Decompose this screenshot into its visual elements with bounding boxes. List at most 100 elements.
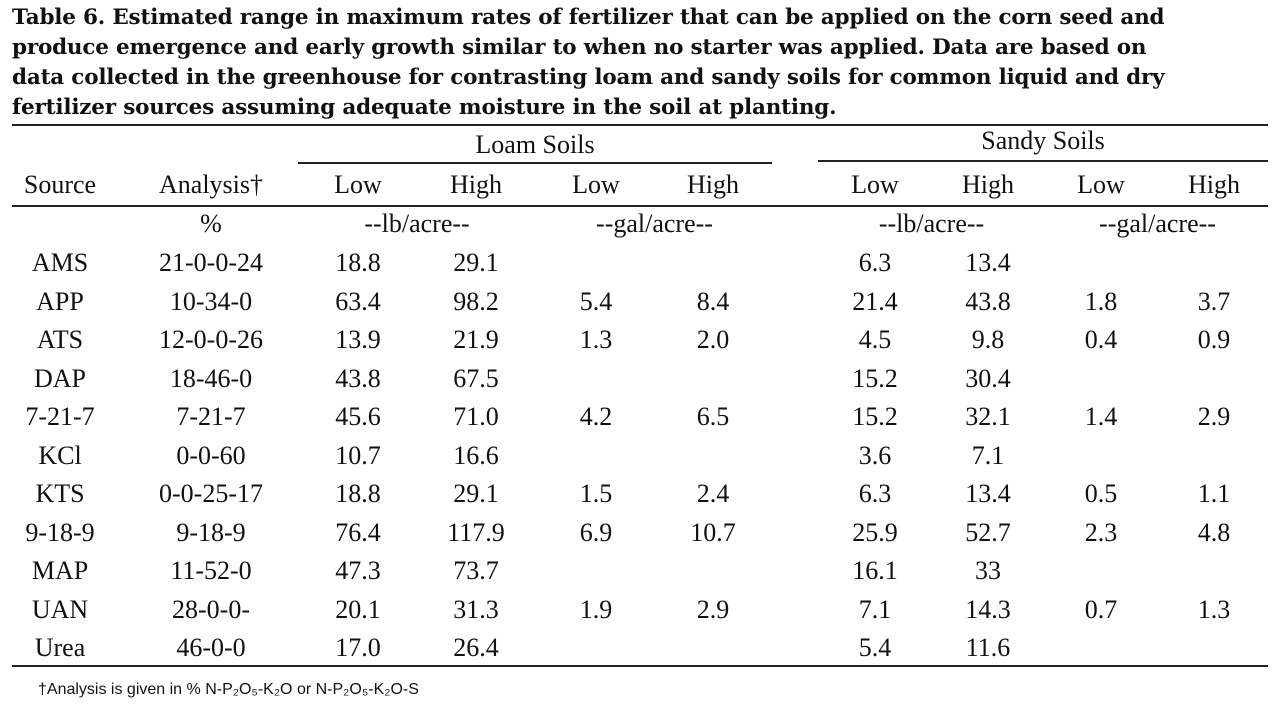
table-cell: 15.2 — [852, 363, 898, 393]
table-cell: 52.7 — [965, 517, 1011, 547]
table-cell: 73.7 — [453, 556, 499, 585]
table-cell: 18-46-0 — [169, 363, 253, 393]
table-cell: 6.3 — [858, 479, 892, 508]
unit-label: % — [200, 209, 222, 238]
column-header: Low — [851, 170, 899, 199]
table-cell: 2.0 — [696, 325, 730, 354]
table-cell: 1.9 — [579, 594, 613, 624]
table-cell: 13.4 — [965, 479, 1011, 508]
table-cell: 7-21-7 — [25, 402, 95, 431]
table-cell: APP — [36, 286, 84, 316]
table-cell: 67.5 — [453, 363, 499, 393]
table-cell: 33 — [975, 556, 1001, 585]
unit-label: --gal/acre-- — [596, 209, 713, 238]
table-cell: DAP — [33, 363, 87, 393]
table-cell: 43.8 — [965, 286, 1011, 316]
table-cell: 17.0 — [335, 633, 381, 662]
column-header: Low — [334, 170, 382, 199]
table-cell: 43.8 — [335, 363, 381, 393]
caption-line: Table 6. Estimated range in maximum rate… — [12, 5, 1165, 30]
column-header: Source — [23, 170, 97, 199]
table-cell: 9-18-9 — [25, 517, 95, 547]
column-header: Low — [1077, 170, 1125, 199]
table-cell: 9-18-9 — [176, 517, 246, 547]
column-header: High — [962, 170, 1014, 199]
table-cell: 21.9 — [453, 325, 499, 354]
table-cell: 0-0-25-17 — [159, 479, 263, 508]
table-cell: 7.1 — [971, 440, 1005, 470]
unit-label: --lb/acre-- — [364, 209, 470, 238]
footnote: †Analysis is given in % N-P₂O₅-K₂O or N-… — [38, 681, 419, 698]
table-cell: 14.3 — [965, 594, 1011, 624]
sandy-group-rule — [818, 160, 1268, 162]
table-cell: 16.6 — [453, 440, 499, 470]
table-cell: 26.4 — [453, 633, 499, 662]
table-cell: 1.4 — [1084, 402, 1118, 431]
table-cell: 13.9 — [335, 325, 381, 354]
table-cell: KTS — [35, 479, 85, 508]
table-cell: 2.9 — [1197, 402, 1231, 431]
table-cell: 2.9 — [696, 594, 730, 624]
table-cell: KCl — [38, 440, 82, 470]
column-header: Analysis† — [159, 170, 263, 199]
table-cell: 0.5 — [1084, 479, 1118, 508]
table-cell: 18.8 — [335, 479, 381, 508]
table-cell: 1.3 — [1197, 594, 1231, 624]
table-cell: 4.8 — [1197, 517, 1231, 547]
table-cell: 0.9 — [1197, 325, 1231, 354]
table-cell: MAP — [31, 556, 89, 585]
table-cell: 20.1 — [335, 594, 381, 624]
table-cell: 29.1 — [453, 248, 499, 277]
table-cell: 16.1 — [852, 556, 898, 585]
table-cell: 7.1 — [858, 594, 892, 624]
unit-label: --gal/acre-- — [1099, 209, 1216, 238]
caption-line: fertilizer sources assuming adequate moi… — [12, 95, 837, 120]
table-cell: 6.9 — [579, 517, 613, 547]
table-cell: 7-21-7 — [176, 402, 246, 431]
table-cell: 1.5 — [579, 479, 613, 508]
table-cell: UAN — [31, 594, 89, 624]
table-cell: 2.3 — [1084, 517, 1118, 547]
table-cell: 47.3 — [335, 556, 381, 585]
table-cell: ATS — [36, 325, 84, 354]
table-bottom-rule — [12, 665, 1268, 667]
table-cell: 4.2 — [579, 402, 613, 431]
table-cell: 3.7 — [1197, 286, 1231, 316]
unit-label: --lb/acre-- — [878, 209, 985, 238]
table-cell: 46-0-0 — [176, 633, 246, 662]
table-cell: 5.4 — [579, 286, 613, 316]
caption-line: produce emergence and early growth simil… — [12, 35, 1147, 60]
column-header: Low — [572, 170, 620, 199]
table-cell: 21.4 — [852, 286, 898, 316]
table-cell: 8.4 — [696, 286, 730, 316]
table-cell: AMS — [31, 248, 89, 277]
table-cell: 10.7 — [335, 440, 381, 470]
table-cell: 117.9 — [447, 517, 505, 547]
column-header: High — [450, 170, 502, 199]
table-cell: 0.4 — [1084, 325, 1118, 354]
table-top-rule — [12, 124, 1268, 126]
table-cell: 13.4 — [965, 248, 1011, 277]
table-cell: 2.4 — [696, 479, 730, 508]
loam-group-rule — [298, 162, 772, 164]
column-header: High — [687, 170, 739, 199]
table-cell: 18.8 — [335, 248, 381, 277]
table-cell: Urea — [34, 633, 86, 662]
table-cell: 32.1 — [965, 402, 1011, 431]
table-cell: 10-34-0 — [169, 286, 253, 316]
table-cell: 21-0-0-24 — [159, 248, 263, 277]
table-cell: 28-0-0- — [172, 594, 250, 624]
table-cell: 12-0-0-26 — [159, 325, 263, 354]
table-cell: 11-52-0 — [170, 556, 252, 585]
table-cell: 76.4 — [335, 517, 381, 547]
table-cell: 15.2 — [852, 402, 898, 431]
table-cell: 5.4 — [858, 633, 892, 662]
table-cell: 10.7 — [690, 517, 736, 547]
table-cell: 1.3 — [579, 325, 613, 354]
table-cell: 4.5 — [858, 325, 892, 354]
table-cell: 1.1 — [1197, 479, 1231, 508]
table-cell: 6.5 — [696, 402, 730, 431]
column-header: High — [1188, 170, 1240, 199]
table-cell: 3.6 — [858, 440, 892, 470]
group-header-sandy: Sandy Soils — [981, 126, 1105, 155]
